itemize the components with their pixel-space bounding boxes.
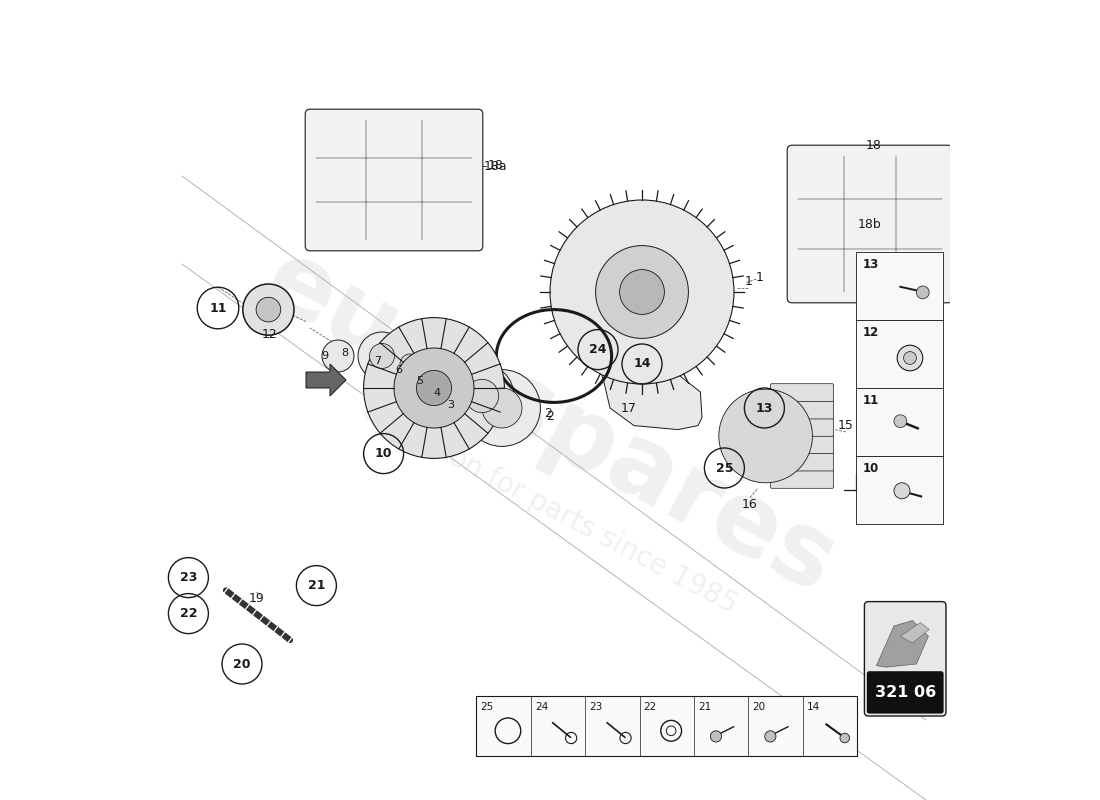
Text: 18b: 18b — [858, 218, 882, 230]
Circle shape — [711, 731, 722, 742]
Circle shape — [718, 389, 813, 482]
Text: 2: 2 — [546, 410, 554, 423]
Text: 25: 25 — [716, 462, 733, 474]
Text: 11: 11 — [209, 302, 227, 314]
Text: 21: 21 — [308, 579, 326, 592]
FancyBboxPatch shape — [770, 470, 834, 488]
Text: 3: 3 — [448, 400, 454, 410]
FancyBboxPatch shape — [857, 320, 943, 388]
FancyBboxPatch shape — [770, 453, 834, 471]
Circle shape — [916, 286, 930, 298]
FancyBboxPatch shape — [476, 696, 857, 756]
Text: 2: 2 — [543, 407, 551, 420]
Circle shape — [256, 298, 280, 322]
FancyBboxPatch shape — [857, 252, 943, 320]
Circle shape — [764, 731, 776, 742]
Circle shape — [619, 270, 664, 314]
Text: 25: 25 — [481, 702, 494, 712]
Text: 19: 19 — [249, 592, 264, 605]
Text: 18a: 18a — [484, 160, 507, 173]
Polygon shape — [306, 364, 346, 396]
Text: 1: 1 — [745, 275, 752, 288]
Circle shape — [463, 370, 540, 446]
Circle shape — [482, 388, 522, 428]
Circle shape — [894, 414, 906, 427]
Circle shape — [411, 351, 456, 396]
Circle shape — [364, 318, 505, 458]
FancyBboxPatch shape — [857, 456, 943, 524]
Text: 7: 7 — [374, 356, 382, 366]
Circle shape — [450, 364, 514, 428]
Circle shape — [390, 345, 429, 383]
Text: 23: 23 — [179, 571, 197, 584]
Circle shape — [894, 482, 910, 499]
Text: 22: 22 — [644, 702, 657, 712]
FancyBboxPatch shape — [770, 384, 834, 402]
Circle shape — [898, 345, 923, 370]
Text: 9: 9 — [321, 351, 328, 361]
Text: 12: 12 — [262, 328, 278, 341]
Text: 8: 8 — [342, 348, 349, 358]
Text: a passion for parts since 1985: a passion for parts since 1985 — [359, 397, 741, 619]
Circle shape — [400, 354, 420, 374]
Text: 10: 10 — [862, 462, 879, 475]
Circle shape — [322, 340, 354, 372]
Circle shape — [417, 370, 452, 406]
Text: 18: 18 — [487, 159, 504, 172]
Text: 11: 11 — [862, 394, 879, 407]
Text: 15: 15 — [838, 419, 854, 432]
Text: 321 06: 321 06 — [874, 686, 936, 700]
Text: 14: 14 — [634, 358, 651, 370]
Text: 4: 4 — [433, 388, 441, 398]
Text: eurospares: eurospares — [249, 233, 851, 615]
Text: 13: 13 — [756, 402, 773, 414]
Text: 24: 24 — [590, 343, 607, 356]
FancyBboxPatch shape — [770, 401, 834, 419]
Text: 21: 21 — [698, 702, 712, 712]
Circle shape — [422, 362, 446, 386]
Text: 10: 10 — [375, 447, 393, 460]
FancyBboxPatch shape — [857, 388, 943, 456]
Text: 22: 22 — [179, 607, 197, 620]
FancyBboxPatch shape — [770, 418, 834, 436]
Text: 17: 17 — [620, 402, 636, 414]
FancyBboxPatch shape — [788, 146, 953, 303]
Polygon shape — [602, 364, 702, 430]
Circle shape — [840, 733, 849, 742]
FancyBboxPatch shape — [305, 109, 483, 250]
Circle shape — [243, 284, 294, 335]
Text: 1: 1 — [756, 271, 763, 284]
FancyBboxPatch shape — [865, 602, 946, 716]
Text: 12: 12 — [862, 326, 879, 339]
Text: 20: 20 — [752, 702, 766, 712]
FancyBboxPatch shape — [770, 436, 834, 454]
Text: 13: 13 — [862, 258, 879, 271]
Circle shape — [432, 358, 484, 410]
Text: 23: 23 — [590, 702, 603, 712]
Circle shape — [358, 332, 406, 380]
Text: 24: 24 — [535, 702, 548, 712]
Polygon shape — [877, 621, 928, 667]
Polygon shape — [901, 622, 930, 643]
FancyBboxPatch shape — [867, 671, 944, 714]
Circle shape — [394, 348, 474, 428]
Text: 16: 16 — [742, 498, 758, 510]
Circle shape — [444, 370, 471, 398]
Text: 18: 18 — [866, 139, 882, 152]
Circle shape — [370, 343, 395, 369]
Text: 14: 14 — [806, 702, 821, 712]
Circle shape — [465, 379, 498, 413]
Text: 20: 20 — [233, 658, 251, 670]
Text: 6: 6 — [395, 366, 403, 375]
Circle shape — [903, 351, 916, 364]
Circle shape — [595, 246, 689, 338]
Text: 5: 5 — [416, 376, 424, 386]
Circle shape — [550, 200, 734, 384]
